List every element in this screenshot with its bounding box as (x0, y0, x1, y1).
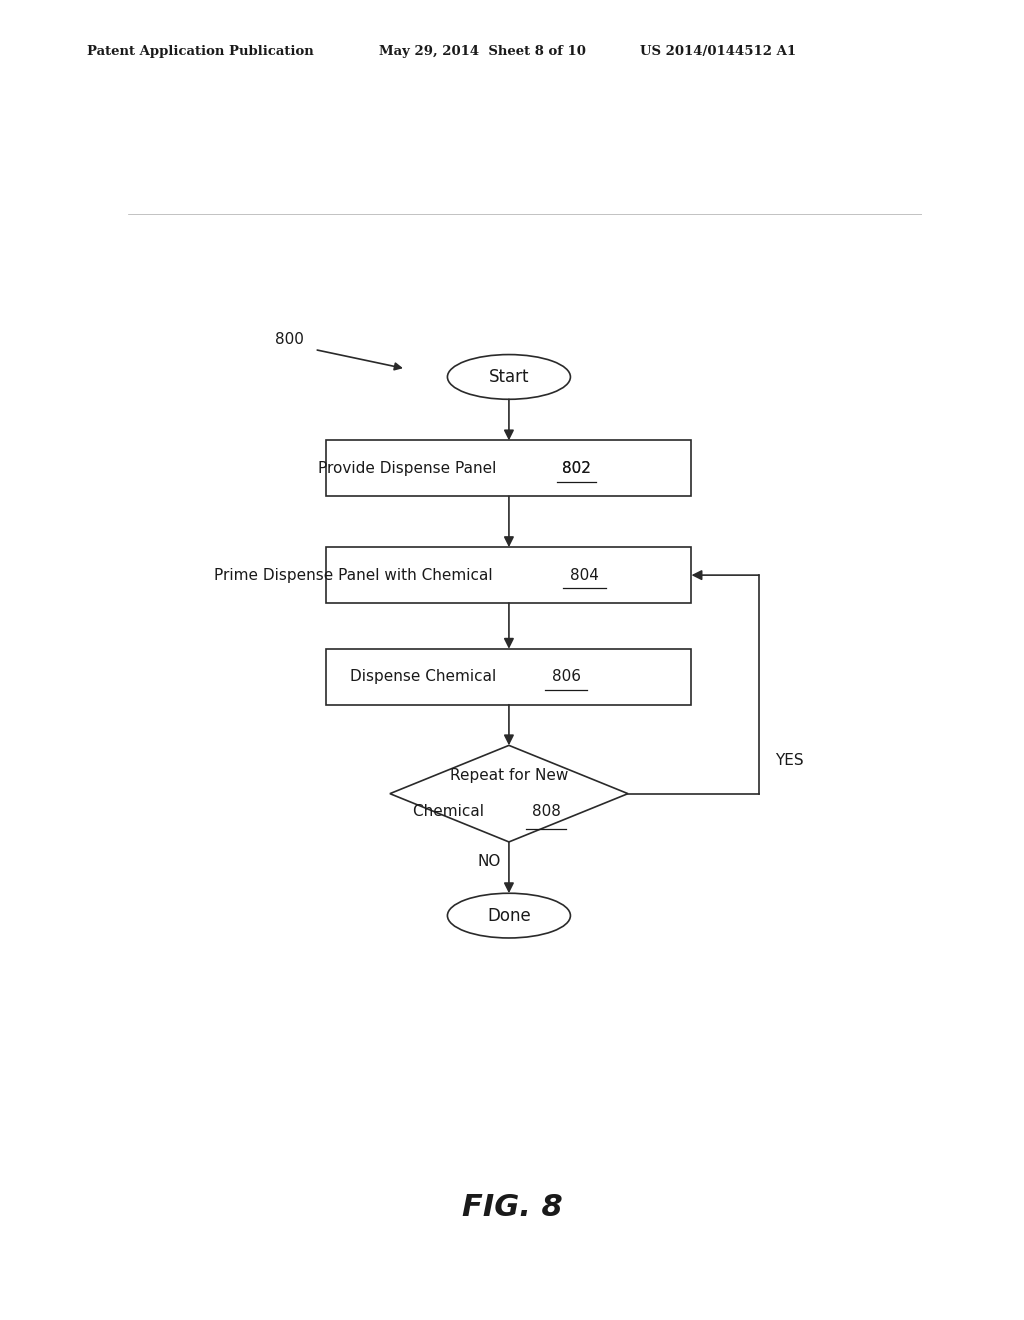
Text: NO: NO (477, 854, 501, 869)
Text: 802: 802 (562, 461, 591, 477)
Text: Start: Start (488, 368, 529, 385)
Text: Provide Dispense Panel: Provide Dispense Panel (317, 461, 501, 477)
Bar (327, 548, 691, 603)
Text: Chemical: Chemical (414, 804, 489, 820)
Text: 800: 800 (274, 331, 304, 347)
Text: FIG. 8: FIG. 8 (462, 1193, 562, 1222)
Text: Prime Dispense Panel with Chemical: Prime Dispense Panel with Chemical (214, 568, 494, 582)
Text: Repeat for New: Repeat for New (450, 768, 568, 783)
Bar (327, 441, 691, 496)
Bar (327, 649, 691, 705)
Text: Patent Application Publication: Patent Application Publication (87, 45, 313, 58)
Text: US 2014/0144512 A1: US 2014/0144512 A1 (640, 45, 796, 58)
Text: 806: 806 (552, 669, 581, 684)
Text: 804: 804 (570, 568, 599, 582)
Text: Dispense Chemical: Dispense Chemical (350, 669, 501, 684)
Text: May 29, 2014  Sheet 8 of 10: May 29, 2014 Sheet 8 of 10 (379, 45, 586, 58)
Text: 802: 802 (562, 461, 591, 477)
Text: 808: 808 (531, 804, 561, 820)
Text: Done: Done (487, 907, 530, 924)
Text: YES: YES (775, 754, 804, 768)
